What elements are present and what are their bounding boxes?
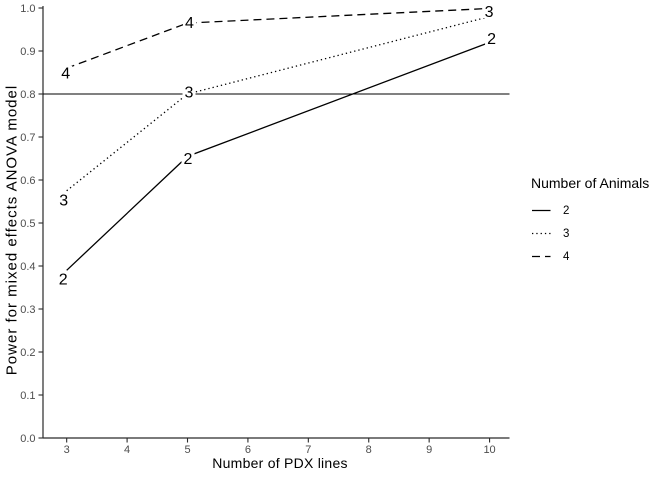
point-label-bg <box>182 85 196 99</box>
x-tick-label: 9 <box>426 444 432 456</box>
x-axis-title: Number of PDX lines <box>212 455 348 471</box>
legend-item-3: 3 <box>531 222 649 245</box>
x-tick-label: 5 <box>184 444 190 456</box>
point-label-bg <box>56 272 70 286</box>
point-label: 2 <box>487 31 496 48</box>
x-tick-label: 8 <box>366 444 372 456</box>
y-tick-label: 0.2 <box>20 347 35 359</box>
point-label: 3 <box>185 85 194 102</box>
point-label: 2 <box>184 151 193 168</box>
point-label: 4 <box>185 15 194 32</box>
legend: Number of Animals 2 3 4 <box>531 175 649 268</box>
point-label-bg <box>181 151 195 166</box>
point-label-bg <box>57 192 71 207</box>
x-tick-label: 7 <box>305 444 311 456</box>
legend-key-dashed-line <box>532 255 551 258</box>
legend-title: Number of Animals <box>531 175 650 191</box>
y-axis-title: Power for mixed effects ANOVA model <box>3 84 21 376</box>
point-label-bg <box>59 65 73 80</box>
point-label: 4 <box>61 66 70 83</box>
y-tick-label: 0.5 <box>20 218 35 230</box>
point-label-bg <box>485 31 499 46</box>
point-label: 2 <box>59 272 68 289</box>
point-label-bg <box>183 15 197 30</box>
y-tick-label: 0.8 <box>20 89 35 101</box>
point-label: 3 <box>59 192 68 209</box>
y-tick-label: 0.1 <box>20 390 35 402</box>
legend-key-solid-line <box>532 209 551 212</box>
legend-item-label: 4 <box>563 250 570 263</box>
legend-item-4: 4 <box>531 245 649 268</box>
legend-item-label: 2 <box>563 204 570 217</box>
legend-key-dotted-line <box>532 232 551 235</box>
y-tick-label: 0.9 <box>20 46 35 58</box>
series-line-3 <box>66 15 490 192</box>
y-tick-label: 0.0 <box>20 433 35 445</box>
x-tick-label: 3 <box>64 444 70 456</box>
point-label: 3 <box>485 4 494 21</box>
legend-items: 2 3 4 <box>531 199 649 268</box>
series-line-2 <box>66 41 490 271</box>
x-tick-label: 10 <box>483 444 495 456</box>
x-tick-label: 6 <box>245 444 251 456</box>
point-label-bg <box>482 4 496 19</box>
x-tick-label: 4 <box>124 444 130 456</box>
legend-item-2: 2 <box>531 199 649 222</box>
series-line-4 <box>66 7 490 69</box>
y-tick-label: 0.4 <box>20 261 35 273</box>
y-tick-label: 1.0 <box>20 3 35 15</box>
legend-item-label: 3 <box>563 227 570 240</box>
y-tick-label: 0.3 <box>20 304 35 316</box>
y-tick-label: 0.7 <box>20 132 35 144</box>
y-tick-label: 0.6 <box>20 175 35 187</box>
